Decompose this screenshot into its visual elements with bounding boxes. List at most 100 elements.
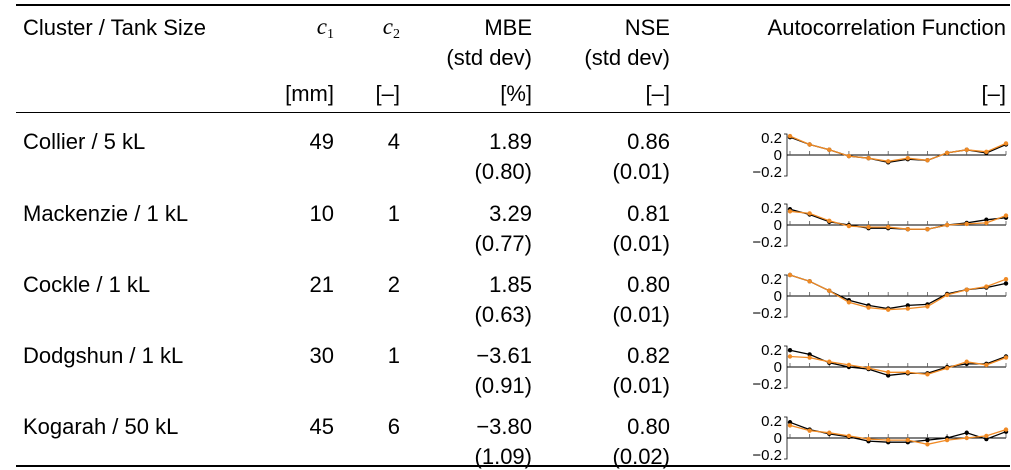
header-nse-stddev: (std dev) (584, 45, 670, 70)
header-c2: c2 (382, 14, 400, 42)
acf-point-orange (787, 423, 793, 428)
row-nse-stddev: (0.02) (612, 444, 670, 469)
bottom-rule (16, 465, 1010, 467)
acf-label-zero: 0 (774, 359, 782, 376)
top-rule (16, 4, 1010, 6)
acf-point-orange (866, 155, 871, 161)
row-c1: 10 (309, 201, 334, 226)
acf-point-orange (964, 147, 969, 152)
acf-point-orange (885, 159, 891, 164)
row-cluster: Kogarah / 50 kL (23, 414, 179, 439)
row-mbe-stddev: (1.09) (474, 444, 532, 469)
acf-y-axis (784, 345, 788, 389)
acf-point-orange (885, 437, 891, 443)
acf-label-top: 0.2 (761, 130, 782, 147)
row-nse: 0.82 (627, 343, 670, 368)
row-mbe-stddev: (0.80) (474, 159, 532, 184)
acf-point-orange (866, 365, 871, 371)
acf-point-orange (964, 287, 969, 292)
acf-y-axis (784, 203, 788, 247)
row-c2: 6 (387, 414, 400, 439)
row-mbe-stddev: (0.63) (474, 302, 532, 327)
row-cluster: Dodgshun / 1 kL (23, 343, 184, 368)
acf-point-orange (846, 153, 852, 159)
acf-point-black (925, 437, 930, 443)
acf-point-orange (925, 304, 930, 309)
unit-c2: [–] (375, 81, 400, 106)
acf-point-orange (944, 150, 950, 156)
acf-point-orange (827, 147, 832, 152)
header-cluster: Cluster / Tank Size (23, 15, 207, 40)
row-nse-stddev: (0.01) (612, 231, 670, 256)
row-cluster: Mackenzie / 1 kL (23, 201, 189, 226)
acf-point-orange (905, 306, 911, 311)
row-c1: 30 (309, 343, 334, 368)
acf-label-top: 0.2 (761, 413, 782, 430)
acf-point-orange (807, 279, 812, 284)
acf-point-black (885, 373, 891, 378)
acf-point-orange (944, 365, 950, 371)
row-mbe: 3.29 (489, 201, 532, 226)
acf-series-orange-line (789, 355, 1007, 376)
unit-c1: [mm] (285, 81, 334, 106)
acf-y-axis (784, 133, 788, 177)
acf-label-zero: 0 (774, 147, 782, 164)
acf-series-orange-line (789, 210, 1007, 230)
acf-point-black (787, 348, 793, 353)
acf-point-orange (984, 284, 989, 289)
row-mbe: −3.61 (476, 343, 532, 368)
row-c2: 1 (387, 343, 400, 368)
acf-point-orange (925, 442, 930, 447)
acf-point-black (1003, 281, 1009, 286)
row-nse-stddev: (0.01) (612, 302, 670, 327)
acf-point-orange (885, 370, 891, 375)
row-c2: 1 (387, 201, 400, 226)
row-c1: 49 (309, 129, 334, 154)
header-nse: NSE (624, 15, 670, 40)
acf-label-zero: 0 (774, 288, 782, 305)
acf-label-zero: 0 (774, 430, 782, 447)
acf-point-orange (885, 307, 891, 312)
row-mbe: 1.89 (489, 129, 532, 154)
acf-point-orange (787, 133, 793, 139)
acf-point-orange (1003, 427, 1009, 432)
acf-point-orange (1003, 213, 1009, 218)
acf-label-bottom: −0.2 (752, 234, 782, 251)
row-nse-stddev: (0.01) (612, 159, 670, 184)
header-mbe-stddev: (std dev) (446, 45, 532, 70)
acf-label-bottom: −0.2 (752, 376, 782, 393)
row-mbe-stddev: (0.91) (474, 373, 532, 398)
acf-point-orange (807, 428, 812, 433)
acf-point-orange (866, 224, 871, 230)
acf-y-axis (784, 274, 788, 318)
acf-point-orange (925, 158, 930, 163)
acf-point-black (905, 303, 911, 308)
unit-acf: [–] (981, 81, 1006, 106)
acf-point-black (787, 420, 793, 425)
acf-point-orange (905, 370, 911, 375)
acf-point-orange (925, 372, 930, 377)
acf-series-black-line (789, 208, 1007, 230)
acf-point-orange (787, 272, 793, 278)
acf-point-orange (846, 362, 852, 368)
acf-point-orange (827, 218, 832, 223)
acf-point-orange (905, 437, 911, 443)
acf-point-black (984, 217, 989, 222)
acf-point-orange (827, 288, 832, 293)
row-c1: 45 (309, 414, 334, 439)
acf-point-orange (787, 209, 793, 214)
header-acf: Autocorrelation Function (767, 15, 1006, 40)
acf-series-orange-line (789, 274, 1007, 311)
acf-series-black-line (789, 136, 1007, 163)
row-nse: 0.80 (627, 414, 670, 439)
acf-point-orange (807, 211, 812, 216)
acf-point-orange (944, 292, 950, 298)
acf-point-orange (905, 155, 911, 161)
header-c1: c1 (316, 14, 334, 42)
acf-point-orange (807, 355, 812, 360)
row-mbe-stddev: (0.77) (474, 231, 532, 256)
acf-point-orange (846, 433, 852, 439)
acf-point-orange (846, 223, 852, 229)
acf-point-orange (905, 227, 911, 232)
